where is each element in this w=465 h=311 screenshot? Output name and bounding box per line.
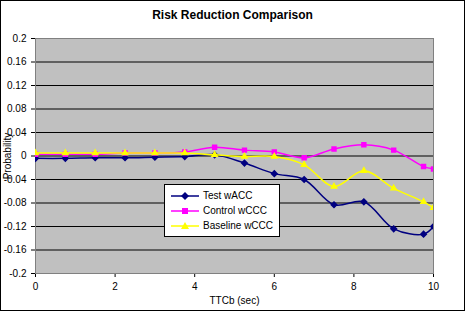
svg-text:TTCb (sec): TTCb (sec): [210, 295, 260, 306]
html-text:Test wACC: Test wACC: [203, 190, 253, 201]
svg-text:0.2: 0.2: [13, 33, 27, 44]
svg-text:6: 6: [272, 281, 278, 292]
svg-text:-0.2: -0.2: [9, 268, 27, 279]
svg-text:8: 8: [351, 281, 357, 292]
svg-text:0.16: 0.16: [7, 56, 27, 67]
svg-text:0.04: 0.04: [7, 126, 27, 138]
svg-text:-0.08: -0.08: [4, 197, 27, 208]
svg-text:0.08: 0.08: [7, 103, 27, 114]
html-text:Baseline wCCC: Baseline wCCC: [203, 220, 273, 231]
svg-text:2: 2: [112, 281, 118, 292]
svg-text:-0.04: -0.04: [3, 173, 27, 185]
svg-text:-0.16: -0.16: [4, 244, 27, 255]
html-text:Risk Reduction Comparison: Risk Reduction Comparison: [152, 8, 313, 22]
svg-text:4: 4: [192, 281, 198, 292]
svg-text:0: 0: [21, 150, 27, 161]
svg-text:0: 0: [33, 281, 39, 292]
svg-text:Probability: Probability: [2, 133, 13, 180]
html-text:Control wCCC: Control wCCC: [203, 205, 267, 216]
svg-text:0.12: 0.12: [7, 80, 27, 91]
svg-text:-0.12: -0.12: [4, 221, 27, 232]
svg-text:10: 10: [428, 281, 440, 292]
